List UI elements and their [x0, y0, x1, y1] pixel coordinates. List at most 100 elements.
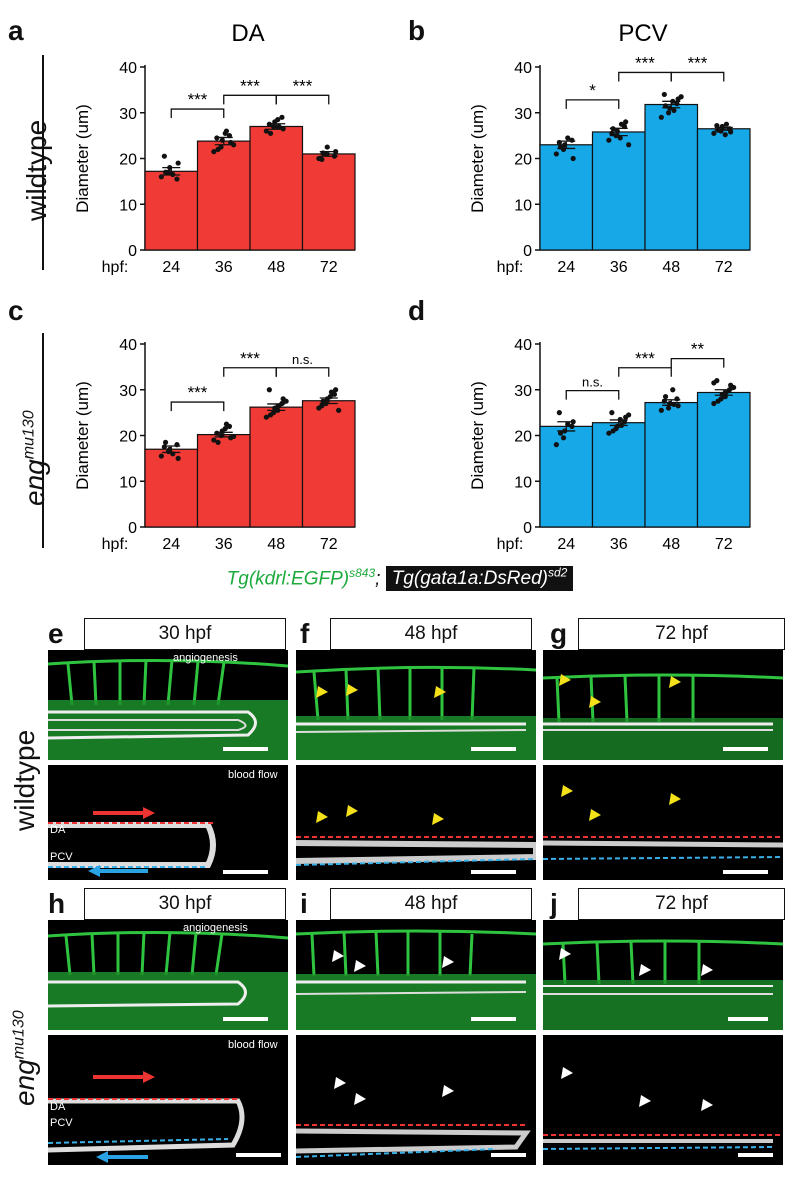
data-point — [557, 430, 564, 436]
data-point — [565, 421, 571, 427]
scale-bar — [728, 1017, 768, 1021]
data-point — [161, 444, 167, 450]
data-point — [661, 398, 667, 404]
data-point — [665, 405, 672, 411]
x-tick-label: 72 — [320, 536, 338, 552]
data-point — [174, 442, 180, 448]
data-point — [219, 137, 225, 143]
image-g-gray — [543, 765, 783, 880]
chart-title: DA — [231, 20, 264, 47]
data-point — [557, 144, 564, 150]
vessel-drawing-e — [48, 658, 288, 760]
data-point — [328, 389, 335, 395]
significance-bracket — [618, 71, 672, 82]
y-tick-label: 20 — [119, 429, 137, 446]
data-point — [320, 150, 326, 156]
timepoint-box-i: 48 hpf — [330, 888, 532, 920]
data-point — [626, 142, 632, 148]
x-tick-label: 24 — [162, 259, 180, 275]
data-point — [714, 122, 720, 129]
significance-label: *** — [188, 90, 208, 109]
da-label-e: DA — [50, 824, 66, 836]
data-point — [670, 387, 676, 393]
image-mutant-allele: mu130 — [10, 1010, 28, 1060]
scale-bar — [471, 747, 516, 751]
timepoint-box-g: 72 hpf — [578, 618, 785, 650]
y-tick-label: 0 — [523, 243, 532, 260]
significance-bracket — [170, 401, 225, 412]
data-point — [570, 419, 576, 425]
panel-label-e: e — [48, 618, 64, 649]
data-point — [211, 149, 217, 155]
vessel-drawing-h — [48, 930, 288, 1030]
y-tick-label: 0 — [128, 243, 137, 260]
significance-label: ** — [691, 340, 705, 359]
y-tick-label: 10 — [119, 197, 137, 214]
data-point — [266, 121, 272, 127]
panel-label-i: i — [300, 888, 308, 919]
y-tick-label: 30 — [119, 383, 137, 400]
x-tick-label: 48 — [267, 259, 285, 275]
significance-bracket — [170, 108, 225, 119]
y-axis-label: Diameter (um) — [73, 381, 92, 490]
data-point — [333, 149, 339, 155]
y-tick-label: 0 — [128, 520, 137, 537]
data-point — [320, 398, 326, 404]
pcv-label-h: PCV — [50, 1117, 73, 1129]
significance-label: *** — [240, 349, 260, 368]
data-point — [674, 396, 680, 402]
data-point — [170, 171, 176, 178]
image-i-green — [296, 920, 536, 1030]
data-point — [336, 407, 342, 413]
data-point — [327, 394, 333, 400]
data-point — [162, 439, 169, 445]
y-tick-label: 30 — [514, 106, 532, 123]
legend-black-sup: sd2 — [547, 566, 568, 580]
panel-label-g: g — [550, 618, 568, 649]
image-i-gray — [296, 1035, 536, 1165]
data-point — [226, 133, 233, 139]
data-point — [678, 94, 684, 100]
data-point — [618, 121, 625, 127]
x-prefix-label: hpf: — [497, 536, 524, 552]
data-point — [222, 426, 228, 432]
data-point — [723, 121, 730, 127]
y-axis-label: Diameter (um) — [468, 104, 487, 213]
data-point — [266, 387, 272, 393]
legend-black-box: Tg(gata1a:DsRed)sd2 — [385, 566, 574, 592]
data-point — [621, 419, 628, 425]
data-point — [731, 384, 737, 391]
x-tick-label: 24 — [557, 536, 575, 552]
image-j-gray — [543, 1035, 783, 1165]
chart-a: DA Diameter (um) 0 10 20 30 40 hpf: 24 36 48 72 *** *… — [73, 20, 356, 275]
data-point — [715, 127, 721, 133]
data-point — [218, 432, 224, 439]
legend-black-text: Tg(gata1a:DsRed) — [391, 568, 548, 590]
significance-bracket — [275, 367, 330, 377]
bar — [249, 125, 304, 251]
scale-bar — [738, 1153, 773, 1157]
data-point — [722, 132, 728, 138]
data-point — [263, 128, 269, 134]
bloodflow-drawing-j — [543, 1067, 783, 1150]
x-tick-label: 36 — [215, 259, 233, 275]
data-point — [279, 114, 285, 120]
y-tick-label: 40 — [514, 337, 532, 354]
data-point — [658, 114, 664, 120]
data-point — [711, 380, 717, 386]
significance-bracket — [223, 94, 277, 105]
vessel-drawing-f — [296, 665, 536, 760]
data-point — [665, 110, 672, 116]
y-tick-label: 10 — [514, 474, 532, 491]
data-point — [728, 129, 734, 135]
scale-bar — [236, 1153, 281, 1157]
data-point — [671, 401, 677, 407]
data-point — [211, 437, 217, 443]
timepoint-box-j: 72 hpf — [578, 888, 785, 920]
legend-green-text: Tg(kdrl:EGFP) — [226, 568, 350, 590]
da-label-h: DA — [50, 1101, 66, 1113]
y-tick-label: 20 — [514, 429, 532, 446]
data-point — [614, 423, 620, 429]
angiogenesis-label-h: angiogenesis — [183, 922, 248, 934]
